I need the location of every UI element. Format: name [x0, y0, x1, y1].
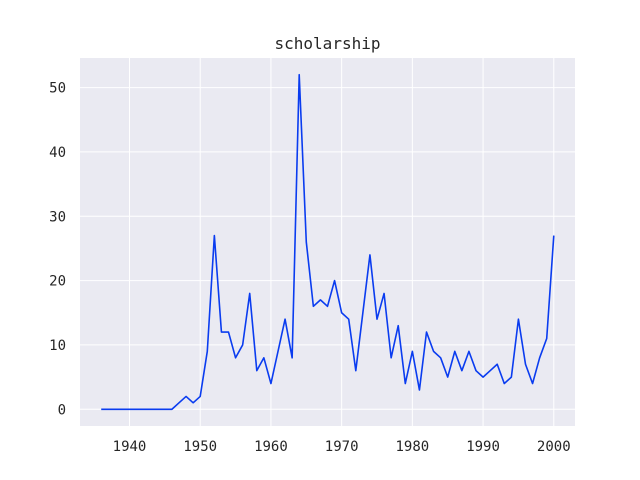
- x-tick-label: 1990: [466, 439, 500, 455]
- y-tick-label: 20: [49, 274, 66, 290]
- plot-background: [80, 58, 575, 426]
- y-tick-label: 30: [49, 209, 66, 225]
- x-tick-label: 1970: [325, 439, 359, 455]
- y-axis-ticks: 0 10 20 30 40 50: [49, 81, 66, 419]
- x-tick-label: 1980: [395, 439, 429, 455]
- series-line: [101, 73, 555, 411]
- series-layer: [101, 73, 555, 411]
- x-tick-label: 1940: [113, 439, 147, 455]
- x-tick-label: 2000: [537, 439, 571, 455]
- x-tick-label: 1960: [254, 439, 288, 455]
- x-tick-label: 1950: [183, 439, 217, 455]
- gridlines: [80, 58, 575, 426]
- y-tick-label: 10: [49, 338, 66, 354]
- y-tick-label: 40: [49, 145, 66, 161]
- y-tick-label: 50: [49, 81, 66, 97]
- chart-title: scholarship: [275, 34, 381, 53]
- x-axis-ticks: 1940 1950 1960 1970 1980 1990 2000: [113, 439, 571, 455]
- y-tick-label: 0: [58, 402, 66, 418]
